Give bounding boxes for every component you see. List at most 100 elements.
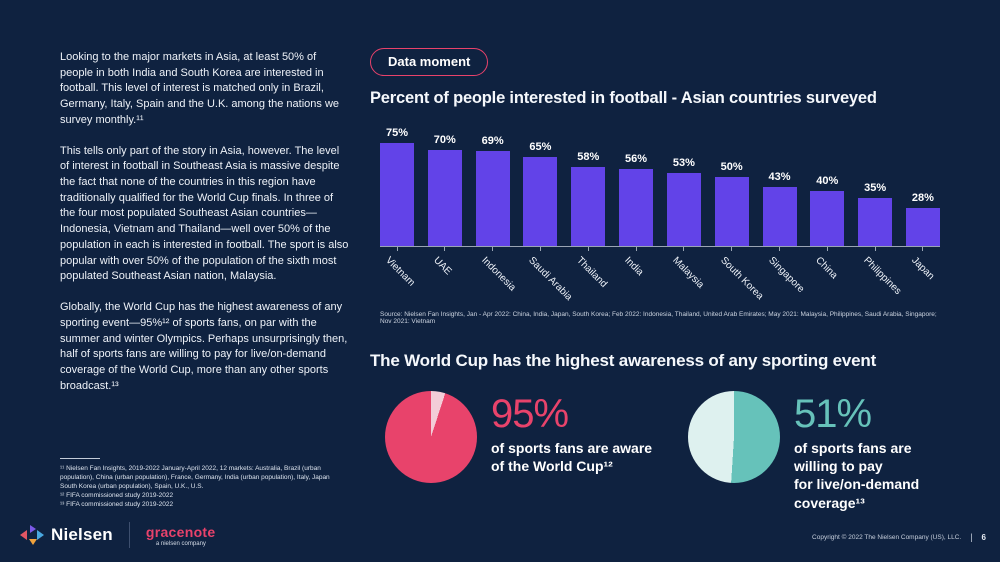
bar-value-label: 75%: [385, 127, 409, 139]
bar: [619, 169, 654, 246]
bar: [571, 167, 606, 246]
axis-category-label: Saudi Arabia: [526, 255, 575, 303]
footnotes: ¹¹ Nielsen Fan Insights, 2019-2022 Janua…: [60, 458, 340, 509]
axis-tick: [539, 247, 541, 251]
pie-percentage-willing-to-pay: 51%: [794, 392, 872, 436]
pie-caption-line: of the World Cup¹²: [491, 458, 613, 475]
axis-tick: [444, 247, 446, 251]
footer: Nielsen gracenote a nielsen company Copy…: [0, 516, 1000, 562]
bar-series: 75% 70% 69% 65% 58% 56% 53% 50% 43% 40% 35% 28%: [380, 124, 940, 246]
x-axis-line: [380, 246, 940, 247]
bar-column: 35%: [858, 182, 893, 246]
bar: [714, 177, 749, 246]
bar: [810, 191, 845, 246]
bar: [427, 150, 462, 246]
bar: [762, 187, 797, 246]
nielsen-wordmark: Nielsen: [51, 525, 113, 544]
bar: [666, 173, 701, 246]
footnote-11: ¹¹ Nielsen Fan Insights, 2019-2022 Janua…: [60, 465, 330, 491]
bar-chart-title: Percent of people interested in football…: [370, 89, 877, 107]
pie-caption-line: for live/on-demand coverage¹³: [794, 476, 920, 511]
logo-triangle-left: [20, 530, 27, 540]
bar-value-label: 70%: [433, 134, 456, 146]
gracenote-wordmark: gracenote: [145, 523, 216, 540]
bar-value-label: 56%: [625, 153, 648, 165]
bar-value-label: 28%: [911, 192, 934, 204]
chart-source-note: Source: Nielsen Fan Insights, Jan - Apr …: [380, 311, 937, 325]
axis-category-label: Vietnam: [383, 255, 417, 289]
axis-tick: [492, 247, 494, 251]
axis-category-label: Singapore: [765, 255, 806, 296]
axis-tick: [826, 247, 828, 251]
awareness-heading: The World Cup has the highest awareness …: [370, 351, 877, 370]
bar-column: 28%: [905, 192, 940, 246]
bar-value-label: 35%: [864, 182, 887, 194]
pie-charts-row: 95% of sports fans are aware of the Worl…: [370, 391, 948, 511]
axis-category-label: Philippines: [861, 255, 904, 297]
bar-value-label: 40%: [816, 175, 839, 187]
logo-triangle-bottom: [29, 539, 37, 545]
axis-tick: [922, 247, 924, 251]
bar-column: 70%: [427, 134, 462, 246]
x-axis-labels: Vietnam UAE Indonesia Saudi Arabia Thailand I…: [380, 251, 940, 309]
axis-tick: [396, 247, 398, 251]
axis-tick: [731, 247, 733, 251]
pie-caption-line: of sports fans are willing to pay: [794, 440, 912, 475]
data-moment-badge: Data moment: [370, 48, 489, 76]
bar-column: 58%: [571, 151, 606, 246]
footnote-12: ¹² FIFA commissioned study 2019-2022: [60, 492, 174, 500]
bar-column: 53%: [666, 157, 701, 246]
axis-tick: [635, 247, 637, 251]
bar-value-label: 53%: [672, 157, 695, 169]
x-axis-ticks: [380, 247, 940, 251]
axis-category-label: Indonesia: [478, 255, 518, 294]
charts-column: Data moment Percent of people interested…: [370, 48, 948, 511]
copyright-text: Copyright © 2022 The Nielsen Company (US…: [812, 533, 962, 541]
bar-column: 75%: [380, 127, 414, 246]
pie-chart-awareness: [385, 391, 477, 483]
pie-percentage-awareness: 95%: [491, 392, 569, 436]
footnote-13: ¹³ FIFA commissioned study 2019-2022: [60, 501, 174, 509]
bar: [523, 157, 558, 246]
bar-value-label: 69%: [481, 135, 504, 147]
bar-column: 50%: [714, 161, 749, 246]
pie-caption-line: of sports fans are aware: [491, 440, 653, 456]
axis-tick: [587, 247, 589, 251]
logo-triangle-top: [30, 525, 36, 533]
bar-column: 65%: [523, 141, 558, 246]
bar-value-label: 50%: [720, 161, 743, 173]
paragraph-world-cup-awareness: Globally, the World Cup has the highest …: [60, 301, 348, 392]
footer-separator: |: [970, 532, 973, 542]
nielsen-logo-icon: [20, 525, 44, 545]
axis-tick: [874, 247, 876, 251]
bar-chart: 75% 70% 69% 65% 58% 56% 53% 50% 43% 40% 35% 28% Vie…: [380, 124, 940, 325]
bar-value-label: 58%: [577, 151, 600, 163]
pie-chart-willing-to-pay: [688, 391, 780, 483]
bar-column: 40%: [810, 175, 845, 246]
bar-column: 69%: [475, 135, 510, 246]
bar-value-label: 65%: [529, 141, 552, 153]
axis-tick: [779, 247, 780, 251]
bar: [475, 151, 510, 246]
bar: [380, 143, 414, 246]
bar: [858, 198, 893, 246]
axis-category-label: South Korea: [717, 255, 766, 303]
axis-category-label: Thailand: [574, 255, 610, 290]
footnote-divider: [60, 458, 100, 459]
bar: [905, 208, 940, 246]
axis-category-label: China: [813, 255, 840, 282]
body-text-column: Looking to the major markets in Asia, at…: [60, 50, 350, 409]
paragraph-asia-markets: Looking to the major markets in Asia, at…: [60, 51, 340, 126]
page-number: 6: [981, 532, 986, 542]
bar-column: 43%: [762, 171, 797, 246]
gracenote-tagline: a nielsen company: [155, 540, 206, 547]
axis-category-label: Malaysia: [670, 255, 706, 291]
bar-column: 56%: [619, 153, 654, 246]
axis-category-label: UAE: [431, 255, 454, 278]
axis-category-label: Japan: [909, 255, 937, 283]
footer-divider: [128, 522, 130, 548]
pie-block-willing-to-pay: 51% of sports fans are willing to pay fo…: [688, 391, 948, 512]
axis-tick: [683, 247, 685, 251]
pie-block-awareness: 95% of sports fans are aware of the Worl…: [385, 391, 652, 483]
